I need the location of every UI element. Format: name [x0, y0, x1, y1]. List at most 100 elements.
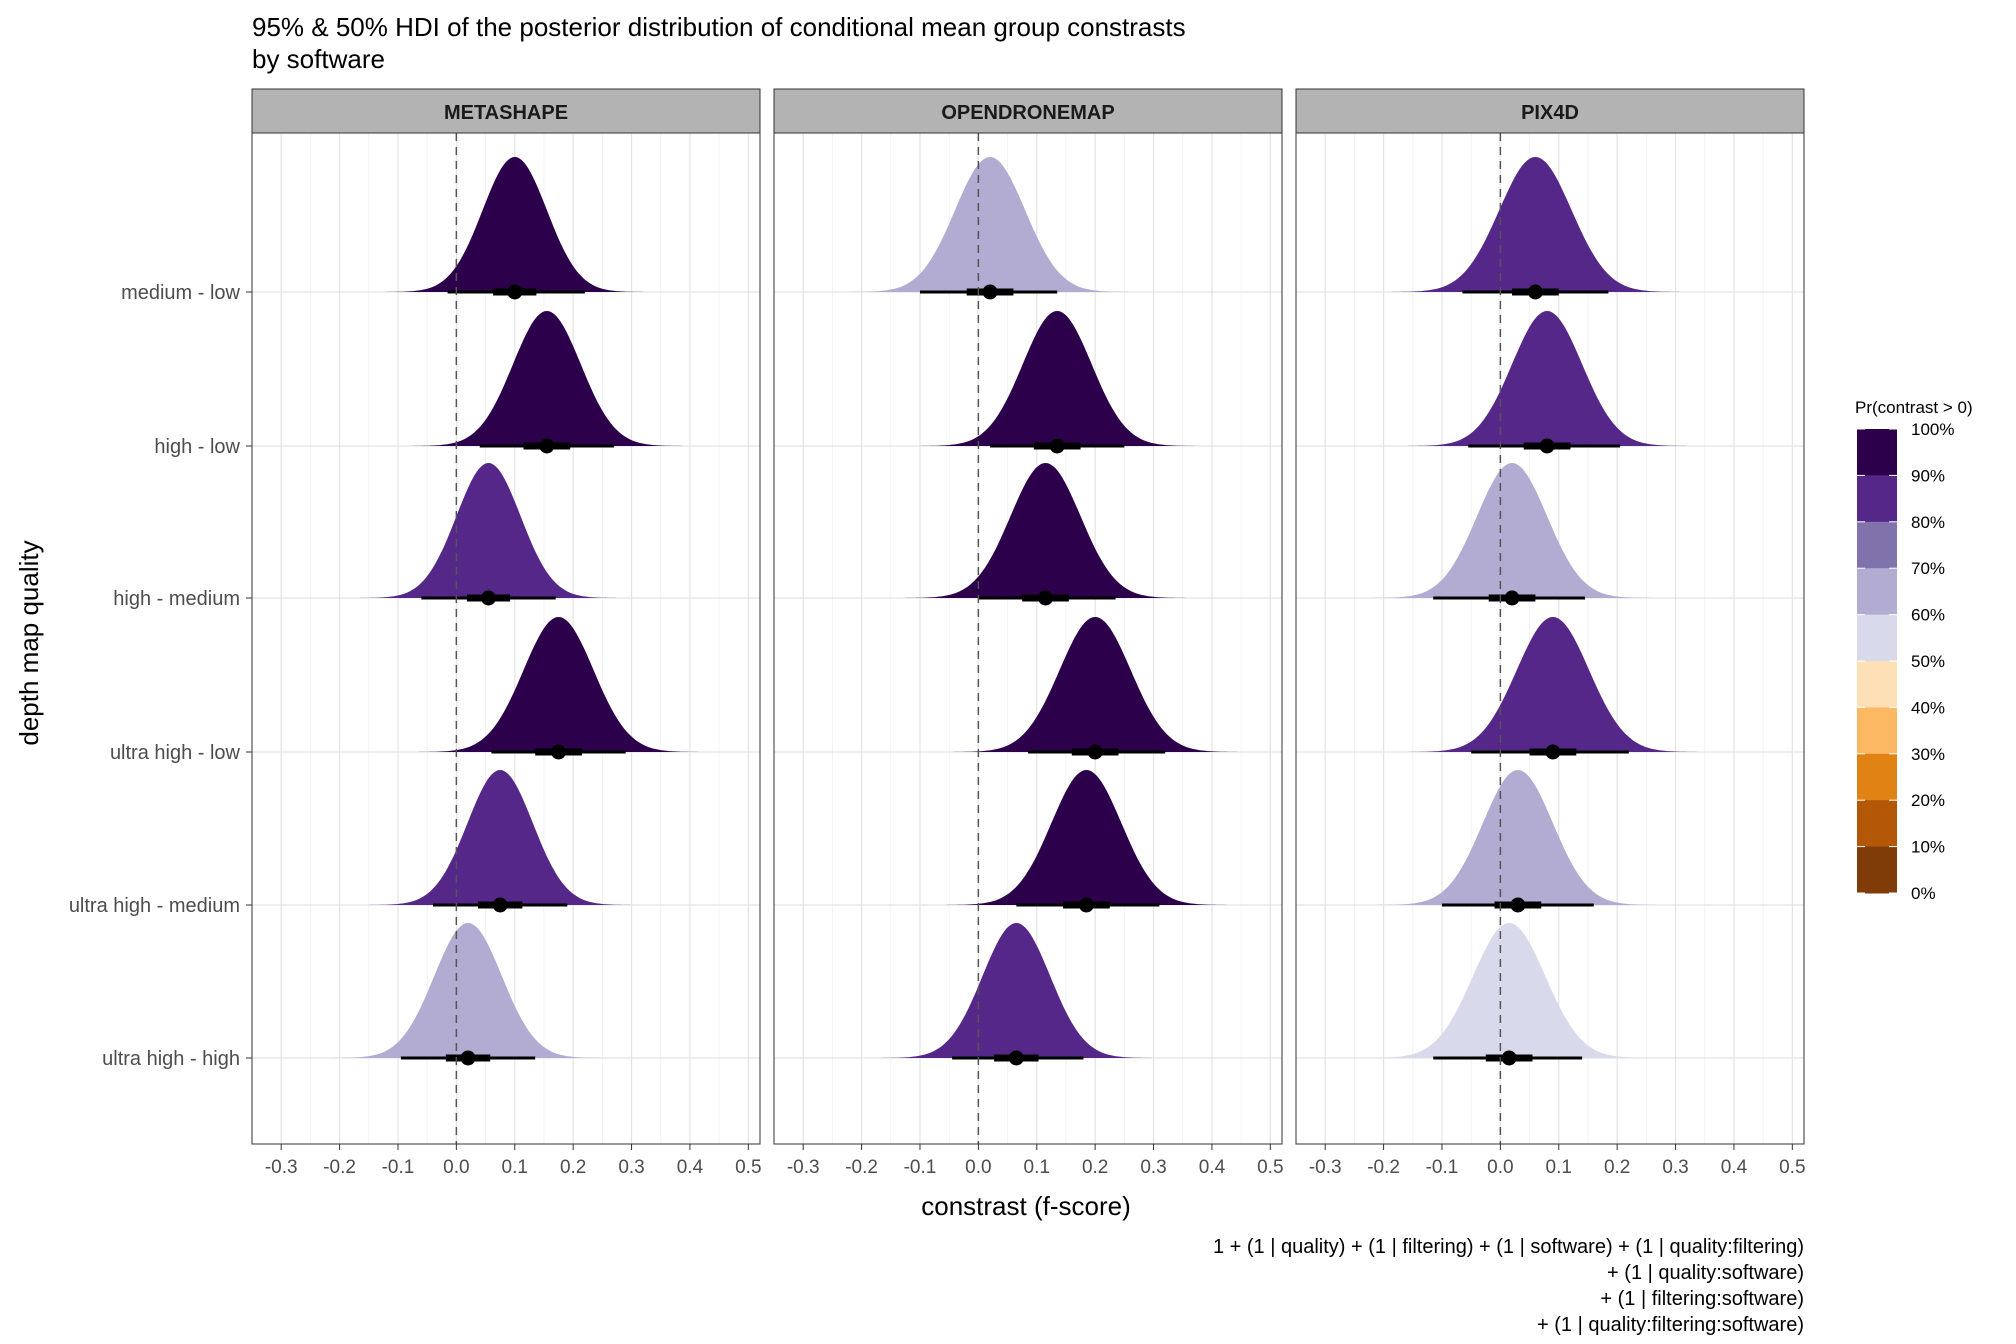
- legend-tick-label: 60%: [1911, 606, 1945, 625]
- panel-border: [1295, 132, 1805, 1145]
- y-axis-tick-labels: medium - low high - low high - medium ultra…: [69, 282, 252, 1070]
- x-tick-label: 0.4: [1199, 1157, 1226, 1178]
- median-point: [551, 744, 567, 760]
- x-tick-label: 0.2: [1082, 1157, 1108, 1178]
- x-tick-label: 0.5: [735, 1157, 761, 1178]
- x-tick-label: -0.1: [1426, 1157, 1459, 1178]
- legend-tick-label: 90%: [1911, 466, 1945, 485]
- posterior-density: [407, 617, 710, 752]
- legend-color-segment: [1857, 521, 1897, 569]
- x-tick-label: 0.4: [677, 1157, 704, 1178]
- x-tick-label: 0.0: [443, 1157, 469, 1178]
- legend-tick-label: 80%: [1911, 513, 1945, 532]
- x-axis: -0.3 -0.2 -0.1 0.0 0.1 0.2 0.3 0.4 0.5: [265, 1144, 762, 1178]
- facet-panels: METASHAPE-0.3 -0.2 -0.1 0.0 0.1 0.2 0.3 0.4 0.5O…: [251, 88, 1806, 1178]
- posterior-density: [1397, 617, 1709, 752]
- facet-strip: [1295, 88, 1805, 134]
- y-tick-label: medium - low: [121, 282, 240, 304]
- median-point: [1087, 744, 1103, 760]
- y-tick-label: ultra high - low: [110, 742, 241, 764]
- model-formula-caption: 1 + (1 | quality) + (1 | filtering) + (1…: [1213, 1236, 1804, 1336]
- halfeye-ultrahigh-high: [870, 923, 1162, 1066]
- x-tick-label: 0.5: [1257, 1157, 1283, 1178]
- x-tick-label: -0.2: [1367, 1157, 1400, 1178]
- x-tick-label: 0.1: [502, 1157, 528, 1178]
- caption-line: + (1 | quality:filtering:software): [1537, 1314, 1804, 1336]
- facet-strip-label: PIX4D: [1521, 102, 1579, 124]
- halfeye-ultrahigh-low: [1397, 617, 1709, 760]
- halfeye-high-low: [909, 311, 1206, 454]
- halfeye-ultrahigh-medium: [359, 770, 641, 913]
- x-tick-label: 0.1: [1546, 1157, 1572, 1178]
- median-point: [1539, 438, 1555, 454]
- posterior-density: [376, 157, 653, 292]
- posterior-density: [942, 617, 1249, 752]
- legend-color-segment: [1857, 753, 1897, 801]
- posterior-density: [870, 923, 1162, 1058]
- legend: Pr(contrast > 0) 100% 90% 80% 70% 60% 50% 40% 30…: [1855, 398, 1973, 903]
- halfeye-high-low: [401, 311, 693, 454]
- legend-tick-label: 70%: [1911, 559, 1945, 578]
- legend-tick-label: 10%: [1911, 838, 1945, 857]
- legend-color-segment: [1857, 661, 1897, 708]
- legend-tick-label: 40%: [1911, 698, 1945, 717]
- legend-tick-label: 30%: [1911, 745, 1945, 764]
- posterior-density: [935, 770, 1237, 905]
- legend-tick-label: 20%: [1911, 791, 1945, 810]
- halfeye-high-medium: [894, 463, 1197, 606]
- facet-strip: [251, 88, 761, 134]
- facet-strip: [773, 88, 1283, 134]
- gridlines: [251, 133, 760, 1144]
- posterior-density: [894, 463, 1197, 598]
- x-tick-label: 0.0: [1487, 1157, 1513, 1178]
- legend-color-segment: [1857, 475, 1897, 523]
- legend-color-segment: [1857, 429, 1897, 476]
- posterior-density: [322, 923, 614, 1058]
- facet-panel-pix4d: PIX4D -0.3 -0.2 -0.1 0.0 0.1 0.2 0.3 0.4 0.5: [1295, 88, 1806, 1178]
- legend-tick-label: 0%: [1911, 884, 1936, 903]
- x-tick-label: -0.3: [265, 1157, 298, 1178]
- x-axis: -0.3 -0.2 -0.1 0.0 0.1 0.2 0.3 0.4 0.5: [1309, 1144, 1806, 1178]
- y-axis-label: depth map quality: [14, 540, 44, 745]
- posterior-density: [401, 311, 693, 446]
- halfeye-medium-low: [839, 157, 1141, 300]
- x-tick-label: 0.5: [1779, 1157, 1805, 1178]
- posterior-density: [1367, 770, 1669, 905]
- panel-border: [773, 132, 1283, 1145]
- x-tick-label: 0.2: [1604, 1157, 1630, 1178]
- posterior-density: [1361, 463, 1663, 598]
- facet-strip-label: METASHAPE: [444, 102, 568, 124]
- posterior-density: [359, 770, 641, 905]
- median-point: [1038, 590, 1054, 606]
- legend-color-segment: [1857, 568, 1897, 616]
- caption-line: + (1 | filtering:software): [1600, 1288, 1804, 1310]
- posterior-density: [909, 311, 1206, 446]
- y-tick-label: high - medium: [113, 588, 240, 610]
- median-point: [1501, 1050, 1517, 1066]
- halfeye-ultrahigh-high: [1353, 923, 1665, 1066]
- facet-panel-metashape: METASHAPE -0.3 -0.2 -0.1 0.0 0.1 0.2 0.3 0.4 0.5: [251, 88, 762, 1178]
- y-tick-label: ultra high - medium: [69, 895, 240, 917]
- median-point: [492, 897, 508, 913]
- posterior-density: [839, 157, 1141, 292]
- posterior-density: [1379, 157, 1692, 292]
- halfeye-high-low: [1396, 311, 1698, 454]
- posterior-density: [1353, 923, 1665, 1058]
- panel-border: [251, 132, 761, 1145]
- legend-color-segment: [1857, 707, 1897, 755]
- x-tick-label: 0.1: [1024, 1157, 1050, 1178]
- legend-title: Pr(contrast > 0): [1855, 398, 1973, 417]
- x-axis-label: constrast (f-score): [921, 1191, 1131, 1221]
- halfeye-ultrahigh-medium: [1367, 770, 1669, 913]
- median-point: [1049, 438, 1065, 454]
- posterior-density: [350, 463, 627, 598]
- chart-title-line2: by software: [252, 44, 385, 74]
- median-point: [1510, 897, 1526, 913]
- median-point: [1504, 590, 1520, 606]
- x-tick-label: -0.1: [382, 1157, 415, 1178]
- x-tick-label: 0.3: [618, 1157, 644, 1178]
- median-point: [1545, 744, 1561, 760]
- caption-line: 1 + (1 | quality) + (1 | filtering) + (1…: [1213, 1236, 1804, 1258]
- legend-tick-label: 100%: [1911, 420, 1954, 439]
- halfeye-ultrahigh-high: [322, 923, 614, 1066]
